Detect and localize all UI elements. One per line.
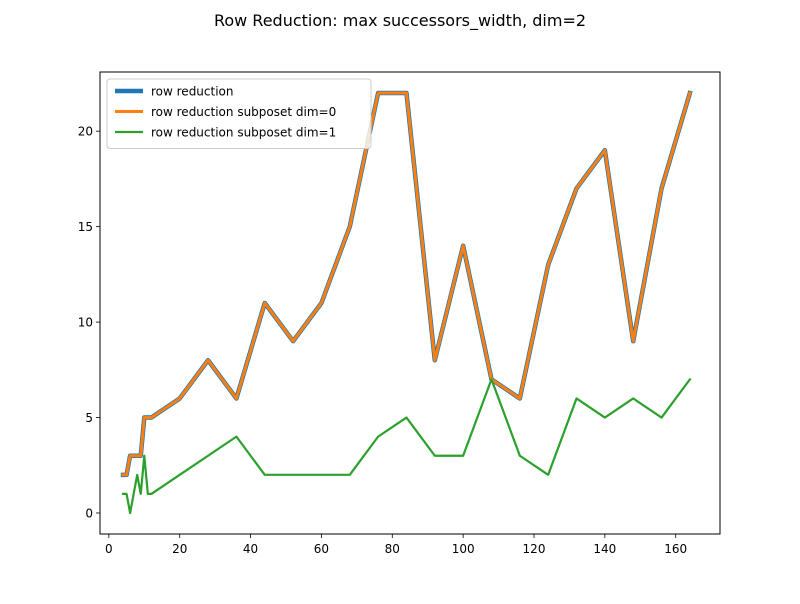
chart-title: Row Reduction: max successors_width, dim… <box>214 11 586 31</box>
y-tick-label: 15 <box>78 220 93 234</box>
legend-label-2: row reduction subposet dim=1 <box>151 126 336 140</box>
series-line-2 <box>121 377 692 515</box>
series-line-1 <box>121 91 692 477</box>
x-tick-label: 120 <box>523 542 546 556</box>
x-tick-label: 20 <box>172 542 187 556</box>
axes-layer: 0 20 40 60 80 100 120 140 160 0 5 10 15 20 <box>78 125 687 556</box>
legend-box <box>106 78 372 149</box>
y-tick-label: 0 <box>85 507 93 521</box>
legend-label-0: row reduction <box>151 85 234 99</box>
x-tick-label: 140 <box>593 542 616 556</box>
y-tick-label: 10 <box>78 316 93 330</box>
x-tick-label: 160 <box>664 542 687 556</box>
x-tick-label: 60 <box>314 542 329 556</box>
y-tick-label: 20 <box>78 125 93 139</box>
plot-frame <box>99 71 721 535</box>
y-tick-label: 5 <box>85 411 93 425</box>
x-tick-label: 40 <box>243 542 258 556</box>
x-tick-label: 80 <box>385 542 400 556</box>
x-tick-label: 100 <box>452 542 475 556</box>
x-tick-label: 0 <box>105 542 113 556</box>
legend-label-1: row reduction subposet dim=0 <box>151 105 336 119</box>
legend: row reduction row reduction subposet dim=… <box>106 78 372 149</box>
series-layer <box>120 90 693 515</box>
